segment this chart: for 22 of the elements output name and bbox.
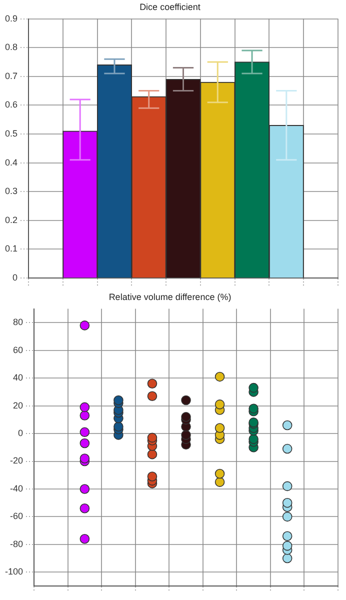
- y-tick-label: 60: [13, 344, 24, 355]
- y-tick-label: 0.1: [4, 244, 18, 254]
- y-tick-label: -40: [10, 483, 24, 494]
- y-tick-label: 0.2: [4, 214, 18, 225]
- y-tick-label: -20: [10, 456, 24, 466]
- y-tick-label: 0.4: [4, 157, 18, 168]
- y-tick-label: -80: [10, 538, 24, 549]
- y-tick-label: 0: [12, 272, 18, 282]
- y-tick-label: -60: [10, 511, 24, 522]
- y-tick-label: 20: [13, 400, 24, 410]
- y-tick-label: 0.3: [4, 186, 18, 196]
- y-tick-label: 80: [13, 317, 24, 328]
- chart-title: Dice coefficient: [140, 2, 201, 12]
- y-tick-label: 40: [13, 372, 24, 383]
- y-tick-label: 0: [18, 428, 24, 438]
- chart-title: Relative volume difference (%): [108, 292, 232, 302]
- y-tick-label: 0.5: [4, 128, 18, 138]
- y-tick-label: 0.9: [4, 13, 18, 24]
- y-tick-label: 0.7: [4, 70, 18, 81]
- y-tick-label: -100: [5, 566, 24, 577]
- y-tick-label: 0.6: [4, 100, 18, 110]
- y-tick-label: 0.8: [4, 42, 18, 52]
